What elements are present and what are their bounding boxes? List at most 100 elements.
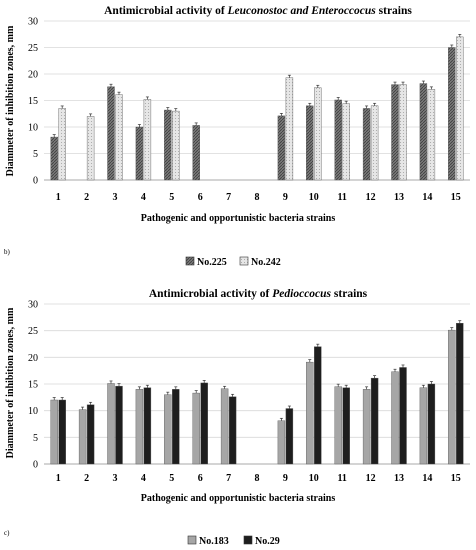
- x-tick-label: 7: [226, 473, 231, 484]
- bar-183-14: [419, 387, 428, 465]
- y-tick-label: 10: [28, 123, 38, 134]
- x-tick-label: 9: [283, 473, 288, 484]
- bar-29-7: [228, 396, 237, 465]
- bar-29-14: [427, 383, 436, 465]
- x-tick-label: 1: [56, 192, 61, 203]
- x-tick-label: 9: [283, 192, 288, 203]
- x-tick-label: 2: [84, 192, 89, 203]
- y-ticks-c: 0 5 10 15 20 25 30: [28, 300, 38, 471]
- bar-242-4: [143, 99, 152, 181]
- bar-242-2: [86, 116, 95, 181]
- bar-242-3: [115, 94, 123, 181]
- x-tick-label: 4: [141, 473, 146, 484]
- bar-225-12: [362, 108, 371, 181]
- bar-242-1: [58, 108, 66, 181]
- y-tick-label: 30: [28, 300, 38, 311]
- bars-c: [50, 320, 464, 465]
- bar-183-15: [448, 329, 456, 465]
- x-tick-label: 15: [451, 473, 461, 484]
- y-tick-label: 25: [28, 43, 38, 54]
- x-axis-label-c: Pathogenic and opportunistic bacteria st…: [141, 493, 336, 504]
- bar-29-10: [314, 346, 322, 465]
- bar-225-9: [277, 115, 286, 181]
- x-tick-label: 1: [56, 473, 61, 484]
- bar-242-10: [314, 87, 322, 181]
- bar-183-6: [192, 392, 200, 465]
- y-ticks-b: 0 5 10 15 20 25 30: [28, 17, 38, 187]
- x-tick-label: 10: [309, 473, 319, 484]
- bar-225-10: [306, 105, 314, 181]
- y-tick-label: 15: [28, 380, 38, 391]
- x-tick-label: 4: [141, 192, 146, 203]
- bar-183-1: [50, 399, 58, 465]
- bar-29-3: [115, 385, 123, 465]
- bar-242-5: [172, 110, 180, 181]
- bar-183-12: [362, 389, 371, 465]
- x-tick-label: 3: [113, 473, 118, 484]
- y-axis-label-b: Diammeter of inhibition zones, mm: [5, 25, 16, 176]
- legend-swatch-242: [239, 256, 249, 266]
- y-tick-label: 0: [33, 460, 38, 471]
- y-tick-label: 20: [28, 70, 38, 81]
- bar-29-15: [456, 323, 464, 465]
- x-tick-label: 5: [169, 473, 174, 484]
- x-tick-label: 10: [309, 192, 319, 203]
- x-tick-label: 2: [84, 473, 89, 484]
- x-tick-label: 11: [337, 192, 346, 203]
- bar-225-14: [419, 83, 428, 181]
- bars-b: [50, 34, 464, 181]
- bar-242-9: [285, 77, 294, 181]
- bar-225-6: [192, 125, 200, 181]
- x-tick-label: 6: [198, 473, 203, 484]
- bar-29-4: [143, 387, 152, 465]
- bar-225-15: [448, 47, 456, 181]
- x-axis-label-b: Pathogenic and opportunistic bacteria st…: [141, 213, 336, 224]
- y-axis-label-c: Diammeter of inhibition zones, mm: [5, 307, 16, 458]
- x-tick-label: 6: [198, 192, 203, 203]
- bar-29-13: [399, 367, 407, 465]
- x-tick-label: 12: [366, 473, 376, 484]
- gridlines-c: [44, 303, 470, 465]
- x-tick-label: 13: [394, 192, 404, 203]
- x-ticks-b: 1 2 3 4 5 6 7 8 9 10 11 12 13 14 15: [56, 192, 461, 203]
- x-tick-label: 14: [422, 192, 432, 203]
- legend-swatch-183: [187, 535, 197, 545]
- gridlines-b: [44, 20, 470, 181]
- panel-letter-c: c): [4, 529, 10, 537]
- x-tick-label: 7: [226, 192, 231, 203]
- chart-panel-b: Antimicrobial activity of Leuconostoc an…: [4, 5, 470, 268]
- y-tick-label: 25: [28, 326, 38, 337]
- bar-183-2: [78, 409, 87, 465]
- y-tick-label: 0: [33, 176, 38, 187]
- bar-29-5: [172, 389, 180, 465]
- bar-29-9: [285, 408, 294, 465]
- chart-title-c: Antimicrobial activity of Pedioccocus st…: [149, 288, 368, 300]
- bar-225-4: [135, 126, 144, 181]
- legend-swatch-29: [243, 535, 253, 545]
- x-ticks-c: 1 2 3 4 5 6 7 8 9 10 11 12 13 14 15: [56, 473, 461, 484]
- bar-242-15: [456, 36, 464, 181]
- x-tick-label: 3: [113, 192, 118, 203]
- bar-29-11: [342, 387, 350, 465]
- bar-183-5: [164, 394, 172, 465]
- bar-242-13: [399, 84, 407, 181]
- bar-183-11: [334, 386, 342, 465]
- bar-29-1: [58, 399, 66, 465]
- bar-242-14: [427, 89, 436, 181]
- legend-label-29: No.29: [255, 536, 280, 547]
- chart-title-b: Antimicrobial activity of Leuconostoc an…: [104, 5, 412, 17]
- bar-183-9: [277, 420, 286, 465]
- bar-225-1: [50, 136, 58, 181]
- y-tick-label: 20: [28, 353, 38, 364]
- legend-label-183: No.183: [199, 536, 229, 547]
- bar-225-5: [164, 109, 172, 181]
- bar-183-10: [306, 361, 314, 465]
- x-tick-label: 8: [255, 192, 260, 203]
- bar-183-4: [135, 389, 144, 465]
- legend-label-242: No.242: [251, 257, 281, 268]
- bar-29-2: [86, 404, 95, 465]
- x-tick-label: 12: [366, 192, 376, 203]
- bar-225-13: [391, 84, 399, 181]
- x-tick-label: 5: [169, 192, 174, 203]
